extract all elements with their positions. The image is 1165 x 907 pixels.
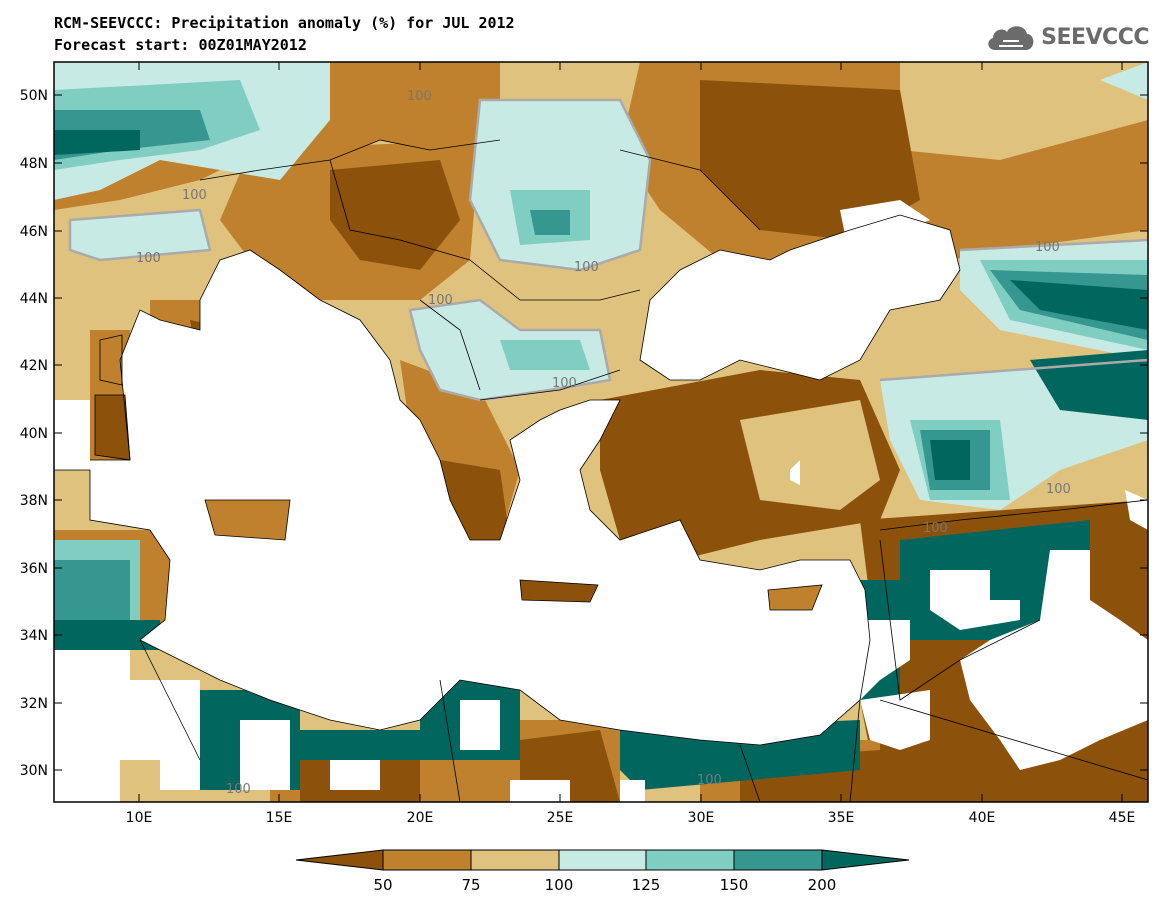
- contour-label: 100: [1035, 240, 1060, 255]
- contour-labels: 100 100 100 100 100 100 100 100 100 100 …: [136, 89, 1071, 797]
- colorbar-segment: [558, 849, 647, 871]
- longitude-axis: 10E 15E 20E 25E 30E 35E 40E 45E: [126, 62, 1136, 826]
- colorbar-label: 75: [461, 876, 480, 894]
- colorbar-label: 200: [808, 876, 837, 894]
- contour-label: 100: [136, 251, 161, 266]
- lon-label: 25E: [547, 810, 574, 826]
- colorbar-segment: [733, 849, 823, 871]
- lon-label: 45E: [1109, 810, 1136, 826]
- colorbar-segment: [645, 849, 735, 871]
- masked-cells: [54, 460, 1148, 802]
- lon-label: 15E: [266, 810, 293, 826]
- seevccc-logo: SEEVCCC: [985, 20, 1149, 54]
- colorbar-segment: [470, 849, 560, 871]
- contour-label: 100: [1046, 482, 1071, 497]
- contour-label: 100: [697, 773, 722, 788]
- lon-label: 40E: [969, 810, 996, 826]
- lat-label: 34N: [20, 628, 48, 644]
- lat-label: 42N: [20, 358, 48, 374]
- contour-label: 100: [182, 188, 207, 203]
- lat-label: 38N: [20, 493, 48, 509]
- lat-label: 48N: [20, 156, 48, 172]
- colorbar-segment: [295, 849, 384, 871]
- contour-label: 100: [552, 376, 577, 391]
- colorbar-label: 150: [720, 876, 749, 894]
- colorbar: 50 75 100 125 150 200: [295, 849, 910, 894]
- contour-label: 100: [574, 260, 599, 275]
- colorbar-label: 100: [545, 876, 574, 894]
- cloud-icon: [988, 26, 1034, 50]
- colorbar-segment: [382, 849, 472, 871]
- lat-label: 44N: [20, 291, 48, 307]
- contour-label: 100: [923, 521, 948, 536]
- contour-label: 100: [407, 89, 432, 104]
- lat-label: 32N: [20, 696, 48, 712]
- forecast-start-subtitle: Forecast start: 00Z01MAY2012: [54, 36, 307, 54]
- lon-label: 35E: [828, 810, 855, 826]
- lat-label: 50N: [20, 88, 48, 104]
- colorbar-segment: [821, 849, 910, 871]
- map-title: RCM-SEEVCCC: Precipitation anomaly (%) f…: [54, 14, 515, 32]
- contour-lines-100: [68, 98, 1148, 402]
- islands: [95, 335, 822, 610]
- sea-areas: [54, 200, 960, 745]
- latitude-axis: 50N 48N 46N 44N 42N 40N 38N 36N 34N 32N …: [20, 88, 1148, 779]
- coastlines-borders: [54, 139, 1148, 802]
- lon-label: 10E: [126, 810, 153, 826]
- colorbar-label: 125: [632, 876, 661, 894]
- map-area: 100 100 100 100 100 100 100 100 100 100 …: [54, 62, 1148, 802]
- contour-label: 100: [226, 782, 251, 797]
- lon-label: 30E: [688, 810, 715, 826]
- lat-label: 40N: [20, 426, 48, 442]
- lat-label: 46N: [20, 224, 48, 240]
- map-frame: [53, 61, 1149, 803]
- contour-label: 100: [428, 293, 453, 308]
- colorbar-label: 50: [373, 876, 392, 894]
- lat-label: 36N: [20, 561, 48, 577]
- lat-label: 30N: [20, 763, 48, 779]
- logo-text: SEEVCCC: [1041, 24, 1149, 50]
- lon-label: 20E: [407, 810, 434, 826]
